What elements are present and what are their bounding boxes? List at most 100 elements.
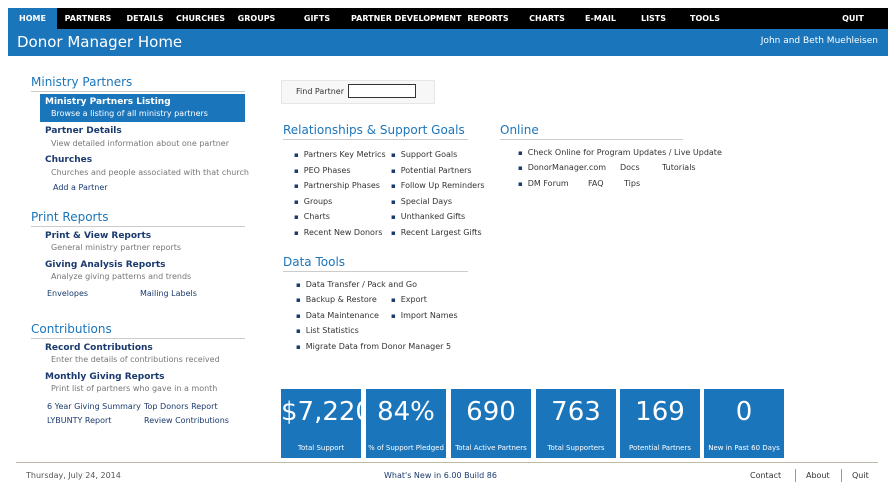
nav-home[interactable]: HOME	[8, 8, 57, 29]
whats-new-link[interactable]: What's New in 6.00 Build 86	[384, 471, 497, 480]
print-view-reports-desc: General ministry partner reports	[51, 243, 182, 252]
nav-tools[interactable]: TOOLS	[690, 14, 720, 23]
stat-value: 169	[635, 397, 685, 427]
check-online-updates-link[interactable]: Check Online for Program Updates / Live …	[518, 148, 722, 157]
page-title: Donor Manager Home	[17, 33, 183, 51]
page-header: Donor Manager Home John and Beth Muehlei…	[8, 29, 888, 56]
giving-analysis-reports-desc: Analyze giving patterns and trends	[51, 272, 192, 281]
giving-analysis-reports-link[interactable]: Giving Analysis Reports	[45, 260, 166, 270]
relationships-heading: Relationships & Support Goals	[283, 123, 468, 140]
charts-link[interactable]: Charts	[294, 212, 330, 221]
stat-caption: Potential Partners	[629, 444, 691, 452]
review-contributions-link[interactable]: Review Contributions	[144, 416, 229, 425]
top-donors-report-link[interactable]: Top Donors Report	[144, 402, 218, 411]
stat-caption: Total Active Partners	[455, 444, 527, 452]
follow-up-reminders-link[interactable]: Follow Up Reminders	[391, 181, 485, 190]
user-name: John and Beth Muehleisen	[760, 36, 878, 46]
stat-value: 84%	[377, 397, 435, 427]
nav-partner-development[interactable]: PARTNER DEVELOPMENT	[351, 14, 462, 23]
data-maintenance-link[interactable]: Data Maintenance	[296, 311, 379, 320]
nav-groups[interactable]: GROUPS	[237, 14, 276, 23]
stat-tile-total-supporters[interactable]: 763 Total Supporters	[536, 389, 616, 458]
support-goals-link[interactable]: Support Goals	[391, 150, 458, 159]
ministry-partners-listing-desc: Browse a listing of all ministry partner…	[51, 109, 208, 118]
stat-caption: % of Support Pledged	[368, 444, 444, 452]
online-heading: Online	[500, 123, 683, 140]
tips-link[interactable]: Tips	[624, 179, 641, 188]
footer-divider	[16, 462, 878, 463]
nav-reports[interactable]: REPORTS	[467, 14, 509, 23]
find-partner-box: Find Partner	[281, 80, 435, 104]
ministry-partners-listing-item[interactable]: Ministry Partners Listing Browse a listi…	[40, 94, 245, 122]
churches-link[interactable]: Churches	[45, 155, 93, 165]
churches-desc: Churches and people associated with that…	[51, 168, 249, 177]
ministry-partners-listing-link[interactable]: Ministry Partners Listing	[45, 97, 171, 107]
list-statistics-link[interactable]: List Statistics	[296, 326, 359, 335]
nav-details[interactable]: DETAILS	[126, 14, 164, 23]
partnership-phases-link[interactable]: Partnership Phases	[294, 181, 380, 190]
stat-caption: Total Support	[297, 444, 345, 452]
stat-value: $7,220	[281, 397, 372, 427]
six-year-giving-summary-link[interactable]: 6 Year Giving Summary	[47, 402, 141, 411]
backup-restore-link[interactable]: Backup & Restore	[296, 295, 377, 304]
dm-forum-link[interactable]: DM Forum	[518, 179, 569, 188]
find-partner-label: Find Partner	[296, 87, 345, 96]
peo-phases-link[interactable]: PEO Phases	[294, 166, 351, 175]
lybunty-report-link[interactable]: LYBUNTY Report	[47, 416, 112, 425]
stat-tile-total-support[interactable]: $7,220 Total Support	[281, 389, 372, 458]
potential-partners-link[interactable]: Potential Partners	[391, 166, 472, 175]
stat-tile-active-partners[interactable]: 690 Total Active Partners	[451, 389, 531, 458]
stat-tile-new-past-60-days[interactable]: 0 New in Past 60 Days	[704, 389, 784, 458]
nav-churches[interactable]: CHURCHES	[175, 14, 225, 23]
partner-details-desc: View detailed information about one part…	[51, 139, 230, 148]
partners-key-metrics-link[interactable]: Partners Key Metrics	[294, 150, 386, 159]
recent-largest-gifts-link[interactable]: Recent Largest Gifts	[391, 228, 482, 237]
stat-tile-potential-partners[interactable]: 169 Potential Partners	[620, 389, 700, 458]
special-days-link[interactable]: Special Days	[391, 197, 452, 206]
data-tools-heading: Data Tools	[283, 255, 468, 272]
stat-tile-support-pledged[interactable]: 84% % of Support Pledged	[366, 389, 446, 458]
nav-charts[interactable]: CHARTS	[529, 14, 565, 23]
top-nav-bar: HOME PARTNERS DETAILS CHURCHES GROUPS GI…	[8, 8, 888, 29]
monthly-giving-reports-desc: Print list of partners who gave in a mon…	[51, 384, 218, 393]
stat-value: 0	[735, 397, 753, 427]
stat-value: 763	[551, 397, 601, 427]
docs-link[interactable]: Docs	[620, 163, 640, 172]
print-reports-heading: Print Reports	[31, 210, 245, 227]
unthanked-gifts-link[interactable]: Unthanked Gifts	[391, 212, 465, 221]
partner-details-link[interactable]: Partner Details	[45, 126, 122, 136]
nav-gifts[interactable]: GIFTS	[303, 14, 331, 23]
recent-new-donors-link[interactable]: Recent New Donors	[294, 228, 383, 237]
import-names-link[interactable]: Import Names	[391, 311, 458, 320]
footer-separator	[841, 469, 842, 482]
stat-value: 690	[466, 397, 516, 427]
contributions-heading: Contributions	[31, 322, 245, 339]
footer-date: Thursday, July 24, 2014	[26, 471, 121, 480]
stat-caption: New in Past 60 Days	[708, 444, 780, 452]
groups-link[interactable]: Groups	[294, 197, 333, 206]
nav-email[interactable]: E-MAIL	[584, 14, 616, 23]
record-contributions-desc: Enter the details of contributions recei…	[51, 355, 220, 364]
record-contributions-link[interactable]: Record Contributions	[45, 343, 153, 353]
donormanager-com-link[interactable]: DonorManager.com	[518, 163, 606, 172]
print-view-reports-link[interactable]: Print & View Reports	[45, 231, 152, 241]
quit-link[interactable]: Quit	[852, 471, 869, 480]
data-transfer-link[interactable]: Data Transfer / Pack and Go	[296, 280, 417, 289]
envelopes-link[interactable]: Envelopes	[47, 289, 89, 298]
nav-lists[interactable]: LISTS	[640, 14, 667, 23]
ministry-partners-heading: Ministry Partners	[31, 75, 245, 92]
contact-link[interactable]: Contact	[750, 471, 782, 480]
monthly-giving-reports-link[interactable]: Monthly Giving Reports	[45, 372, 165, 382]
nav-partners[interactable]: PARTNERS	[64, 14, 112, 23]
add-partner-link[interactable]: Add a Partner	[53, 183, 108, 192]
about-link[interactable]: About	[806, 471, 830, 480]
stat-caption: Total Supporters	[547, 444, 605, 452]
nav-quit[interactable]: QUIT	[842, 14, 864, 23]
mailing-labels-link[interactable]: Mailing Labels	[140, 289, 197, 298]
find-partner-input[interactable]	[348, 84, 416, 98]
export-link[interactable]: Export	[391, 295, 427, 304]
tutorials-link[interactable]: Tutorials	[662, 163, 696, 172]
migrate-data-link[interactable]: Migrate Data from Donor Manager 5	[296, 342, 451, 351]
footer-separator	[795, 469, 796, 482]
faq-link[interactable]: FAQ	[588, 179, 604, 188]
